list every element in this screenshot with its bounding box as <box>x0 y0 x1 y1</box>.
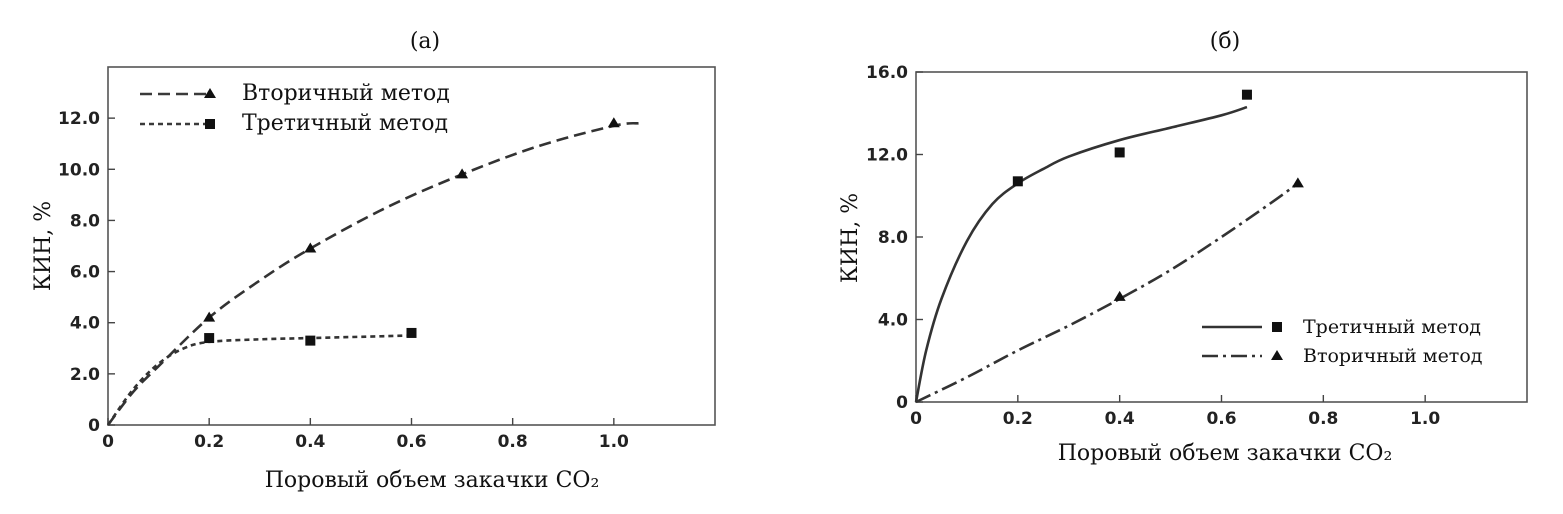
y-tick-label: 10.0 <box>58 160 100 180</box>
panel-b-legend-marker-triangle <box>1271 350 1283 360</box>
panel-a-legend-label-secondary: Вторичный метод <box>242 81 450 106</box>
y-tick-label: 8.0 <box>70 211 100 231</box>
x-tick-label: 0.6 <box>396 432 426 452</box>
data-point <box>456 168 469 179</box>
y-tick-label: 12.0 <box>866 146 908 166</box>
x-tick-label: 1.0 <box>599 432 629 452</box>
data-point <box>305 335 316 346</box>
y-tick-label: 4.0 <box>70 314 100 334</box>
data-point <box>1113 290 1126 301</box>
chart-panel-a: (а) 0 0.2 0.4 0.6 0.8 1.0 0 2.0 4.0 6.0 8.0 10.0 12… <box>31 29 716 493</box>
x-tick-label: 0.8 <box>1308 409 1338 429</box>
y-tick-label: 12.0 <box>58 109 100 129</box>
data-point <box>1241 89 1252 100</box>
data-point <box>203 311 216 322</box>
panel-b-title: (б) <box>1210 29 1240 54</box>
x-tick-label: 0.2 <box>1003 409 1033 429</box>
series-line <box>106 121 640 426</box>
chart-panel-b: (б) 0 0.2 0.4 0.6 0.8 1.0 0 4.0 8.0 12.0 16.0 Пор… <box>838 29 1528 466</box>
data-point <box>607 117 620 128</box>
panel-b-data-points <box>1012 89 1304 301</box>
data-point <box>406 327 417 338</box>
panel-b-y-axis-label: КИН, % <box>838 193 863 283</box>
x-tick-label: 1.0 <box>1410 409 1440 429</box>
series-line <box>914 105 1248 403</box>
panel-a-x-ticks: 0 0.2 0.4 0.6 0.8 1.0 <box>102 418 629 452</box>
panel-a-legend-marker-triangle <box>204 88 216 98</box>
y-tick-label: 8.0 <box>878 228 908 248</box>
panel-a-legend-label-tertiary: Третичный метод <box>242 111 448 136</box>
x-tick-label: 0.4 <box>295 432 325 452</box>
y-tick-label: 0 <box>896 393 908 413</box>
panel-b-legend-label-tertiary: Третичный метод <box>1303 316 1481 338</box>
panel-a-data-points <box>203 117 620 346</box>
x-tick-label: 0 <box>910 409 922 429</box>
data-point <box>1114 147 1125 158</box>
data-point <box>204 333 215 344</box>
panel-a-y-ticks: 0 2.0 4.0 6.0 8.0 10.0 12.0 <box>58 109 115 436</box>
panel-b-x-ticks: 0 0.2 0.4 0.6 0.8 1.0 <box>910 395 1440 429</box>
y-tick-label: 0 <box>88 416 100 436</box>
series-line <box>915 182 1299 404</box>
panel-b-legend-label-secondary: Вторичный метод <box>1303 345 1482 367</box>
x-tick-label: 0.2 <box>194 432 224 452</box>
series-line <box>106 334 412 426</box>
panel-b-y-ticks: 0 4.0 8.0 12.0 16.0 <box>866 63 923 413</box>
x-tick-label: 0.8 <box>498 432 528 452</box>
y-tick-label: 6.0 <box>70 263 100 283</box>
x-tick-label: 0.6 <box>1206 409 1236 429</box>
panel-b-series-lines <box>914 105 1299 404</box>
data-point <box>1012 176 1023 187</box>
panel-b-legend-marker-square <box>1272 322 1282 332</box>
panel-b-x-axis-label: Поровый объем закачки CO₂ <box>1058 441 1393 466</box>
panel-a-title: (а) <box>410 29 440 54</box>
x-tick-label: 0.4 <box>1105 409 1135 429</box>
panel-a-legend-marker-square <box>205 119 215 129</box>
y-tick-label: 4.0 <box>878 311 908 331</box>
panel-b-legend: Третичный метод Вторичный метод <box>1202 316 1482 367</box>
y-tick-label: 16.0 <box>866 63 908 83</box>
panel-a-series-lines <box>106 121 640 426</box>
data-point <box>304 242 317 253</box>
data-point <box>1291 177 1304 188</box>
panel-a-y-axis-label: КИН, % <box>31 201 56 291</box>
x-tick-label: 0 <box>102 432 114 452</box>
panel-a-legend: Вторичный метод Третичный метод <box>140 81 450 136</box>
panel-a-x-axis-label: Поровый объем закачки CO₂ <box>265 468 600 493</box>
y-tick-label: 2.0 <box>70 365 100 385</box>
